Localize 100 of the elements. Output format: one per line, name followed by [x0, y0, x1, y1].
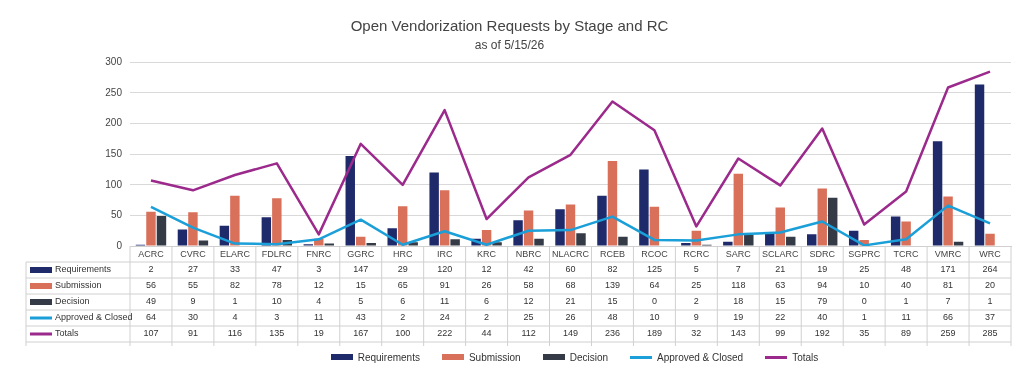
data-label: 118: [731, 280, 746, 291]
data-label: 20: [985, 280, 996, 291]
legend-label: Totals: [792, 351, 819, 363]
data-label: 49: [145, 296, 156, 307]
legend-label: Submission: [55, 280, 102, 291]
data-label: 60: [565, 264, 576, 275]
data-label: 139: [604, 280, 620, 291]
data-label: 100: [395, 328, 411, 339]
bar: [272, 198, 282, 246]
bar: [649, 206, 660, 246]
data-label: 19: [733, 312, 744, 323]
data-label: 9: [693, 312, 699, 323]
data-label: 4: [316, 296, 322, 307]
bar: [198, 240, 209, 246]
data-label: 125: [646, 264, 662, 275]
data-label: 167: [353, 328, 369, 339]
x-tick-label: RCRC: [683, 248, 710, 259]
data-label: 43: [355, 312, 366, 323]
text: Totals: [55, 328, 79, 339]
data-label: 5: [358, 296, 364, 307]
data-label: 11: [314, 312, 324, 323]
data-label: 64: [649, 280, 660, 291]
data-label: 24: [439, 312, 450, 323]
bar: [932, 141, 943, 246]
data-label: 192: [814, 328, 830, 339]
data-label: 40: [817, 312, 828, 323]
bar: [177, 229, 188, 246]
bar: [597, 195, 607, 246]
data-label: 149: [562, 328, 579, 339]
data-label: 3: [316, 264, 322, 275]
data-label: 171: [940, 264, 956, 275]
data-label: 1: [903, 296, 909, 307]
data-label: 21: [565, 296, 576, 307]
data-label: 10: [649, 312, 660, 323]
y-tick-label: 0: [116, 239, 123, 251]
bar: [188, 212, 198, 246]
x-tick-label: HRC: [392, 248, 413, 259]
data-label: 9: [190, 296, 196, 307]
data-label: 1: [861, 312, 867, 323]
bar: [618, 236, 628, 246]
data-label: 25: [691, 280, 702, 291]
data-label: 2: [484, 312, 490, 323]
data-label: 25: [523, 312, 534, 323]
y-tick-label: 300: [105, 56, 123, 68]
data-label: 56: [145, 280, 156, 291]
x-tick-label: GGRC: [347, 248, 375, 259]
data-label: 35: [859, 328, 870, 339]
data-label: 63: [775, 280, 786, 291]
data-label: 66: [943, 312, 954, 323]
x-tick-label: NLACRC: [551, 248, 590, 259]
data-label: 29: [397, 264, 408, 275]
data-label: 4: [232, 312, 238, 323]
data-label: 285: [982, 328, 998, 339]
x-tick-label: ACRC: [138, 248, 165, 259]
data-label: 79: [817, 296, 828, 307]
chart-subtitle: as of 5/15/26: [474, 37, 545, 52]
data-label: 81: [943, 280, 954, 291]
data-label: 58: [523, 280, 534, 291]
data-label: 82: [607, 264, 618, 275]
x-tick-label: SARC: [725, 248, 752, 259]
x-tick-label: RCOC: [641, 248, 669, 259]
data-label: 147: [353, 264, 369, 275]
data-label: 91: [187, 328, 198, 339]
data-label: 82: [229, 280, 240, 291]
data-label: 0: [861, 296, 867, 307]
data-label: 112: [521, 328, 536, 339]
data-label: 48: [607, 312, 618, 323]
data-label: 143: [730, 328, 746, 339]
data-label: 12: [313, 280, 324, 291]
bar: [261, 217, 272, 246]
x-tick-label: FNRC: [306, 248, 332, 259]
bar: [786, 236, 796, 246]
data-label: 78: [271, 280, 282, 291]
x-tick-label: FDLRC: [261, 248, 293, 259]
data-label: 12: [481, 264, 492, 275]
y-tick-label: 200: [105, 117, 123, 129]
data-label: 6: [484, 296, 490, 307]
x-tick-label: KRC: [477, 248, 497, 259]
x-tick-label: SCLARC: [762, 248, 800, 259]
bar: [146, 211, 156, 246]
bar: [943, 196, 953, 246]
data-label: 15: [607, 296, 618, 307]
data-label: 11: [439, 296, 450, 307]
data-label: 15: [775, 296, 786, 307]
data-label: 19: [817, 264, 828, 275]
bar: [974, 84, 985, 246]
data-label: 55: [187, 280, 198, 291]
data-label: 26: [565, 312, 576, 323]
data-label: 107: [143, 328, 159, 339]
y-tick-label: 50: [110, 209, 123, 221]
data-label: 94: [817, 280, 828, 291]
bar: [230, 195, 240, 246]
data-label: 236: [604, 328, 620, 339]
data-label: 89: [901, 328, 912, 339]
bar: [156, 216, 167, 246]
bar: [429, 172, 439, 246]
bar: [576, 233, 586, 246]
data-label: 3: [274, 312, 280, 323]
legend-label: Approved & Closed: [55, 312, 133, 323]
x-tick-label: SGPRC: [848, 248, 881, 259]
